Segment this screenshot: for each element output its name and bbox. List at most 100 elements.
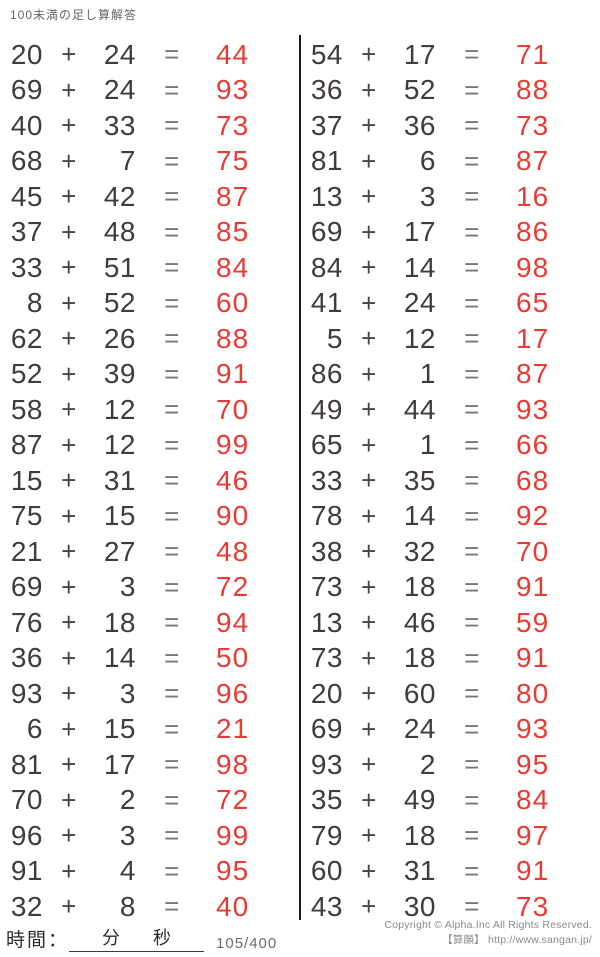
answer-value: 66	[516, 429, 550, 461]
plus-operator: +	[61, 323, 77, 354]
operand-a: 96	[10, 819, 43, 851]
footer: 時間：分秒 105/400 Copyright © Alpha.Inc All R…	[0, 919, 600, 957]
plus-operator: +	[61, 252, 77, 283]
operand-b: 44	[403, 393, 436, 425]
equals-sign: =	[164, 358, 180, 389]
answer-value: 84	[216, 251, 250, 283]
operand-a: 93	[310, 748, 343, 780]
operand-a: 36	[310, 74, 343, 106]
operand-a: 32	[10, 890, 43, 922]
problem-row: 93 + 2 = 95	[300, 747, 600, 783]
problem-row: 49 + 44 = 93	[300, 392, 600, 428]
equals-sign: =	[164, 287, 180, 318]
problems-column-right: 54 + 17 = 71 36 + 52 = 88 37 + 36 = 73 8…	[300, 37, 600, 925]
problems-column-left: 20 + 24 = 44 69 + 24 = 93 40 + 33 = 73 6…	[0, 37, 300, 925]
equals-sign: =	[164, 145, 180, 176]
minutes-label: 分	[102, 928, 121, 948]
plus-operator: +	[361, 607, 377, 638]
operand-b: 30	[403, 890, 436, 922]
answer-value: 99	[216, 819, 250, 851]
time-fill-in-line: 分秒	[69, 924, 205, 952]
equals-sign: =	[464, 181, 480, 212]
answer-value: 91	[516, 642, 550, 674]
operand-b: 1	[419, 429, 436, 461]
copyright-notice: Copyright © Alpha.Inc All Rights Reserve…	[384, 918, 592, 948]
equals-sign: =	[464, 465, 480, 496]
operand-a: 69	[10, 571, 43, 603]
operand-a: 21	[10, 535, 43, 567]
operand-b: 15	[103, 500, 136, 532]
plus-operator: +	[361, 110, 377, 141]
equals-sign: =	[464, 74, 480, 105]
equals-sign: =	[164, 323, 180, 354]
operand-b: 18	[403, 819, 436, 851]
operand-a: 79	[310, 819, 343, 851]
answer-value: 50	[216, 642, 250, 674]
equals-sign: =	[164, 39, 180, 70]
plus-operator: +	[61, 39, 77, 70]
operand-a: 60	[310, 855, 343, 887]
operand-b: 60	[403, 677, 436, 709]
answer-value: 65	[516, 287, 550, 319]
operand-b: 3	[119, 819, 136, 851]
answer-value: 73	[216, 109, 250, 141]
equals-sign: =	[464, 571, 480, 602]
operand-b: 14	[403, 500, 436, 532]
answer-value: 90	[216, 500, 250, 532]
operand-b: 24	[403, 287, 436, 319]
plus-operator: +	[61, 642, 77, 673]
equals-sign: =	[164, 784, 180, 815]
operand-a: 76	[10, 606, 43, 638]
equals-sign: =	[464, 323, 480, 354]
problem-row: 40 + 33 = 73	[0, 108, 300, 144]
plus-operator: +	[61, 429, 77, 460]
problem-row: 73 + 18 = 91	[300, 641, 600, 677]
operand-a: 69	[310, 216, 343, 248]
operand-a: 35	[310, 784, 343, 816]
problem-row: 36 + 52 = 88	[300, 73, 600, 109]
equals-sign: =	[464, 607, 480, 638]
answer-value: 95	[516, 748, 550, 780]
problem-row: 81 + 17 = 98	[0, 747, 300, 783]
operand-b: 27	[103, 535, 136, 567]
plus-operator: +	[61, 181, 77, 212]
copyright-line1: Copyright © Alpha.Inc All Rights Reserve…	[384, 919, 592, 931]
answer-value: 21	[216, 713, 250, 745]
operand-a: 33	[310, 464, 343, 496]
plus-operator: +	[361, 394, 377, 425]
problem-row: 84 + 14 = 98	[300, 250, 600, 286]
equals-sign: =	[464, 678, 480, 709]
operand-b: 2	[419, 748, 436, 780]
operand-a: 91	[10, 855, 43, 887]
plus-operator: +	[361, 465, 377, 496]
problem-row: 78 + 14 = 92	[300, 499, 600, 535]
operand-b: 26	[103, 322, 136, 354]
equals-sign: =	[464, 642, 480, 673]
problem-row: 73 + 18 = 91	[300, 570, 600, 606]
equals-sign: =	[164, 820, 180, 851]
operand-b: 17	[403, 216, 436, 248]
problem-row: 43 + 30 = 73	[300, 889, 600, 925]
problem-row: 13 + 3 = 16	[300, 179, 600, 215]
answer-value: 94	[216, 606, 250, 638]
answer-value: 85	[216, 216, 250, 248]
equals-sign: =	[164, 252, 180, 283]
problem-row: 41 + 24 = 65	[300, 286, 600, 322]
problem-row: 38 + 32 = 70	[300, 534, 600, 570]
answer-value: 87	[216, 180, 250, 212]
plus-operator: +	[61, 500, 77, 531]
problem-row: 87 + 12 = 99	[0, 428, 300, 464]
problem-row: 75 + 15 = 90	[0, 499, 300, 535]
equals-sign: =	[464, 891, 480, 922]
equals-sign: =	[164, 571, 180, 602]
operand-b: 24	[403, 713, 436, 745]
plus-operator: +	[361, 39, 377, 70]
problem-row: 69 + 17 = 86	[300, 215, 600, 251]
plus-operator: +	[61, 713, 77, 744]
operand-b: 36	[403, 109, 436, 141]
operand-b: 1	[419, 358, 436, 390]
answer-value: 16	[516, 180, 550, 212]
seconds-label: 秒	[153, 928, 172, 948]
plus-operator: +	[361, 536, 377, 567]
operand-a: 58	[10, 393, 43, 425]
